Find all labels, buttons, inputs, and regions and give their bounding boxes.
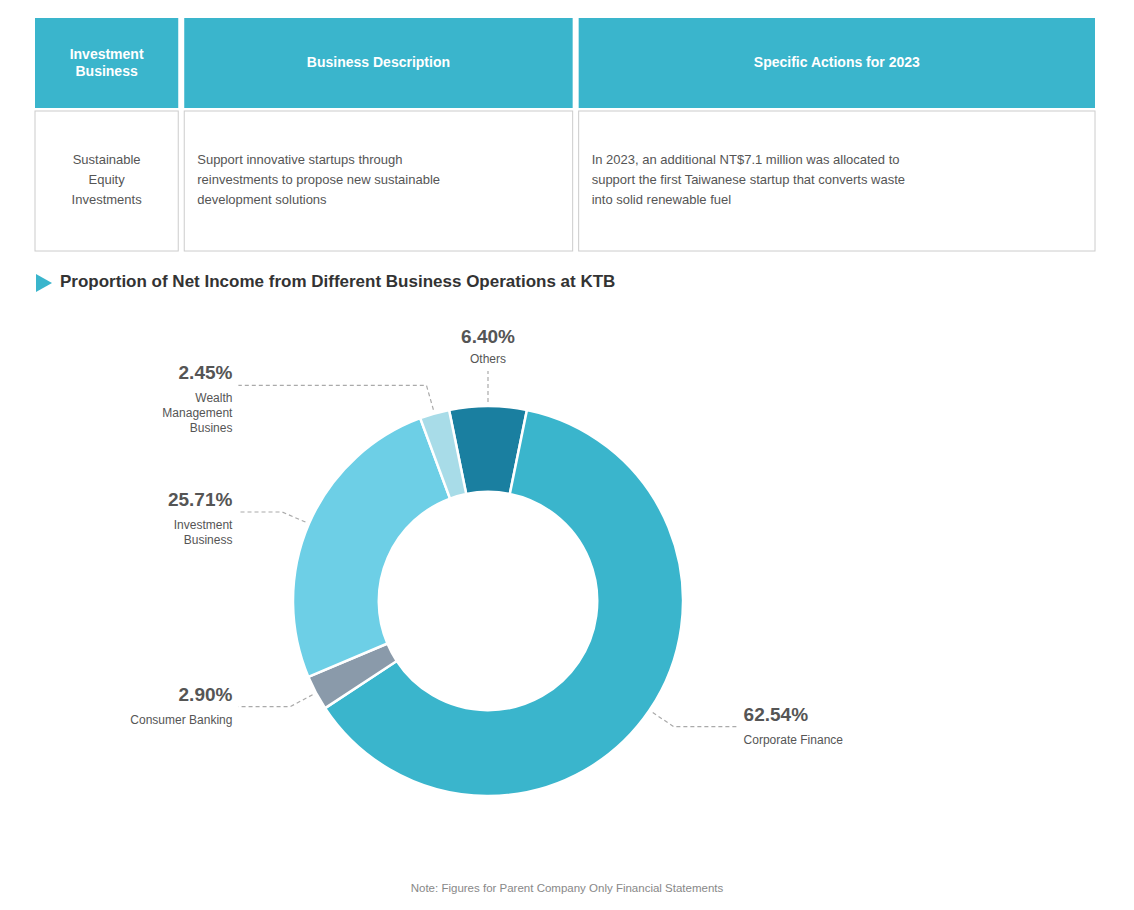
text-line: reinvestments to propose new sustainable [197,172,440,187]
table-cell-text: In 2023, an additional NT$7.1 million wa… [592,152,905,207]
text-line: Consumer Banking [130,713,232,727]
table: InvestmentBusiness Business Description Sp… [35,18,1095,251]
text-line: development solutions [197,192,327,207]
data-label: 2.45% [179,362,233,383]
text-line: Business Description [307,54,450,70]
text-line: Business [184,533,233,547]
slice-label: InvestmentBusiness [174,518,233,547]
text-line: In 2023, an additional NT$7.1 million wa… [592,152,900,167]
chart-root: InvestmentBusinessBusiness DescriptionSp… [0,0,1134,910]
text-line: Corporate Finance [744,733,844,747]
table-header: Business Description [307,54,450,70]
text-line: Busines [190,421,233,435]
text-line: Others [470,352,506,366]
leader-line [487,371,488,402]
leader-line [238,512,305,522]
leader-line [238,695,312,707]
text-line: Business [75,62,137,78]
slice [293,418,450,677]
slice-label: Corporate Finance [744,733,844,747]
data-label: 2.90% [179,684,233,705]
text-line: Sustainable [73,152,141,167]
text-line: Investments [72,192,143,207]
text-line: Support innovative startups through [197,152,402,167]
table-header-cell [184,18,572,108]
text-line: Specific Actions for 2023 [754,54,920,70]
text-line: Investment [174,518,233,532]
table-cell-text: Support innovative startups through reinv… [197,152,440,207]
text-line: support the first Taiwanese startup that… [592,172,905,187]
table-header-cell [35,18,178,108]
title-marker [36,274,52,292]
leader-line [653,712,738,726]
data-label: 6.40% [461,326,515,347]
slice-label: Others [470,352,506,366]
text-line: Wealth [195,391,232,405]
data-label: 62.54% [744,704,809,725]
slice [420,410,466,499]
slice-label: WealthManagementBusines [162,391,233,435]
table-cell [184,111,572,251]
table-header-cell [579,18,1095,108]
chart-title: Proportion of Net Income from Different … [60,272,615,291]
slice-label: Consumer Banking [130,713,232,727]
text-line: into solid renewable fuel [592,192,732,207]
table-cell-text: Sustainable Equity Investments [72,152,143,207]
text-line: Investment [70,45,144,61]
text-line: Equity [89,172,126,187]
slices [293,406,683,796]
data-label: 25.71% [168,489,233,510]
table-cell [579,111,1095,251]
donut: Others 6.40% 62.54% Corporate Finance 2.90% C… [130,326,843,796]
table-header: InvestmentBusiness [70,45,144,78]
table-cell [35,111,178,251]
leader-line [238,385,433,409]
text-line: Management [162,406,233,420]
table-header: Specific Actions for 2023 [754,54,920,70]
labels: Others 6.40% 62.54% Corporate Finance 2.90% C… [130,326,843,747]
note: Note: Figures for Parent Company Only Fi… [411,882,724,894]
